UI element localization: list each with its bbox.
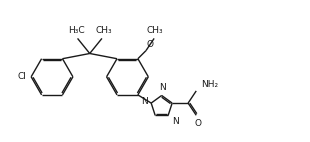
- Text: N: N: [159, 83, 166, 92]
- Text: N: N: [172, 117, 178, 126]
- Text: O: O: [194, 119, 201, 128]
- Text: NH₂: NH₂: [202, 80, 219, 89]
- Text: N: N: [142, 97, 148, 106]
- Text: H₃C: H₃C: [68, 26, 84, 35]
- Text: Cl: Cl: [17, 72, 26, 81]
- Text: O: O: [147, 40, 153, 49]
- Text: CH₃: CH₃: [95, 26, 112, 35]
- Text: CH₃: CH₃: [146, 26, 163, 35]
